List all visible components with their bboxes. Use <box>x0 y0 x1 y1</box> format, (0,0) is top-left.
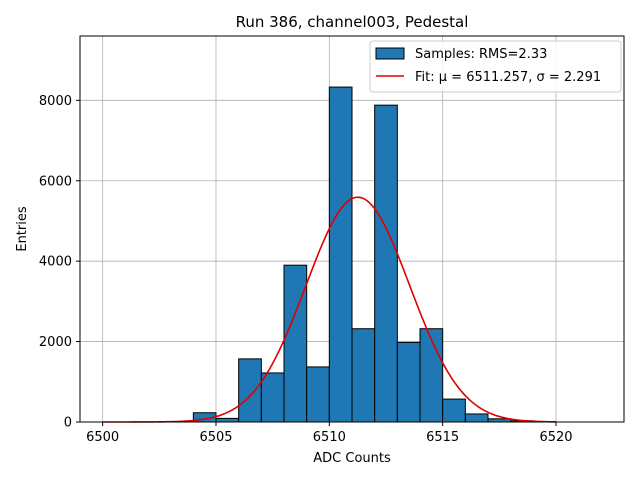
x-tick-label: 6515 <box>426 430 459 445</box>
fit-curve <box>102 196 557 423</box>
legend: Samples: RMS=2.33 Fit: μ = 6511.257, σ =… <box>369 40 622 93</box>
legend-fit-mu: μ = 6511.257 <box>439 70 528 85</box>
y-tick-label: 2000 <box>39 335 72 350</box>
histogram-bar <box>215 417 240 423</box>
x-tick-label: 6500 <box>86 430 119 445</box>
histogram-bar <box>442 398 466 423</box>
histogram-bars <box>192 86 534 423</box>
y-tick-label: 8000 <box>39 94 72 109</box>
legend-histogram-label: Samples: RMS=2.33 <box>415 47 547 62</box>
x-axis-label: ADC Counts <box>313 451 391 466</box>
chart-title: Run 386, channel003, Pedestal <box>236 13 469 31</box>
x-axis-ticks: 6500 6505 6510 6515 6520 <box>86 422 573 445</box>
histogram-bar <box>260 372 285 423</box>
histogram-bar <box>396 341 421 423</box>
x-tick-label: 6505 <box>199 430 232 445</box>
x-tick-label: 6510 <box>313 430 346 445</box>
y-axis-label: Entries <box>15 206 30 252</box>
fit-curve-layer <box>102 196 557 423</box>
histogram-bar <box>464 413 489 423</box>
y-tick-label: 6000 <box>39 174 72 189</box>
histogram-bar <box>306 366 330 423</box>
histogram-bar <box>419 328 444 423</box>
x-tick-label: 6520 <box>539 430 572 445</box>
plot-frame <box>79 35 625 423</box>
y-axis-ticks: 0 2000 4000 6000 8000 <box>39 94 80 431</box>
legend-frame <box>369 40 622 93</box>
legend-fit-label: Fit: μ = 6511.257, σ = 2.291 <box>415 70 601 85</box>
histogram-bar <box>374 104 398 423</box>
y-tick-label: 0 <box>64 416 72 431</box>
legend-fit-sep: , <box>528 70 536 85</box>
legend-fit-sigma: σ = 2.291 <box>537 70 602 85</box>
histogram-bar <box>351 328 376 423</box>
legend-fit-prefix: Fit: <box>415 70 439 85</box>
histogram-bar <box>283 264 308 423</box>
legend-histogram-swatch <box>375 47 405 60</box>
histogram-bar <box>328 86 353 423</box>
y-tick-label: 4000 <box>39 255 72 270</box>
histogram-bar <box>238 358 262 423</box>
